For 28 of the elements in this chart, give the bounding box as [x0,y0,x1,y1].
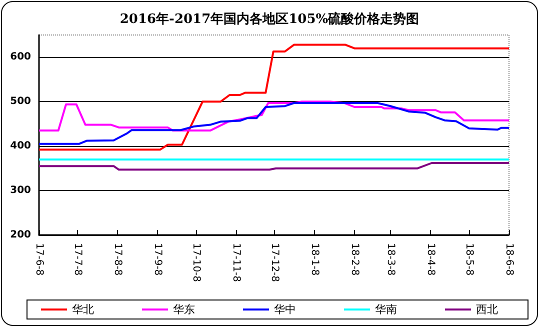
y-tick-label: 300 [10,185,32,196]
line-series [38,102,510,145]
x-tick-label: 18-5-8 [464,243,475,276]
legend-label: 西北 [476,303,498,316]
x-tick-label: 17-7-8 [72,243,84,276]
x-tick-label: 17-12-8 [269,243,280,282]
x-tick-label: 17-10-8 [190,243,202,282]
x-tick-label: 18-4-8 [424,243,436,276]
y-tick-label: 200 [10,230,32,240]
line-series [38,44,510,151]
legend-label: 华东 [173,303,195,316]
y-tick-label: 500 [10,96,32,108]
line-series [38,100,510,132]
y-tick-label: 400 [10,140,32,152]
x-tick-label: 18-3-8 [385,243,396,276]
line-series [38,162,510,171]
legend-label: 华中 [274,303,296,316]
x-tick-label: 17-6-8 [34,243,44,276]
x-tick-label: 18-6-8 [504,243,514,276]
legend-label: 华南 [375,303,397,316]
y-tick-label: 600 [10,52,32,63]
x-tick-label: 18-1-8 [309,243,320,276]
x-tick-label: 17-8-8 [112,243,124,276]
legend-label: 华北 [72,303,94,316]
x-tick-label: 18-2-8 [348,243,360,276]
x-tick-label: 17-9-8 [152,243,163,276]
chart-title: 2016年-2017年国内各地区105%硫酸价格走势图 [120,11,420,27]
x-tick-label: 17-11-8 [230,243,242,282]
